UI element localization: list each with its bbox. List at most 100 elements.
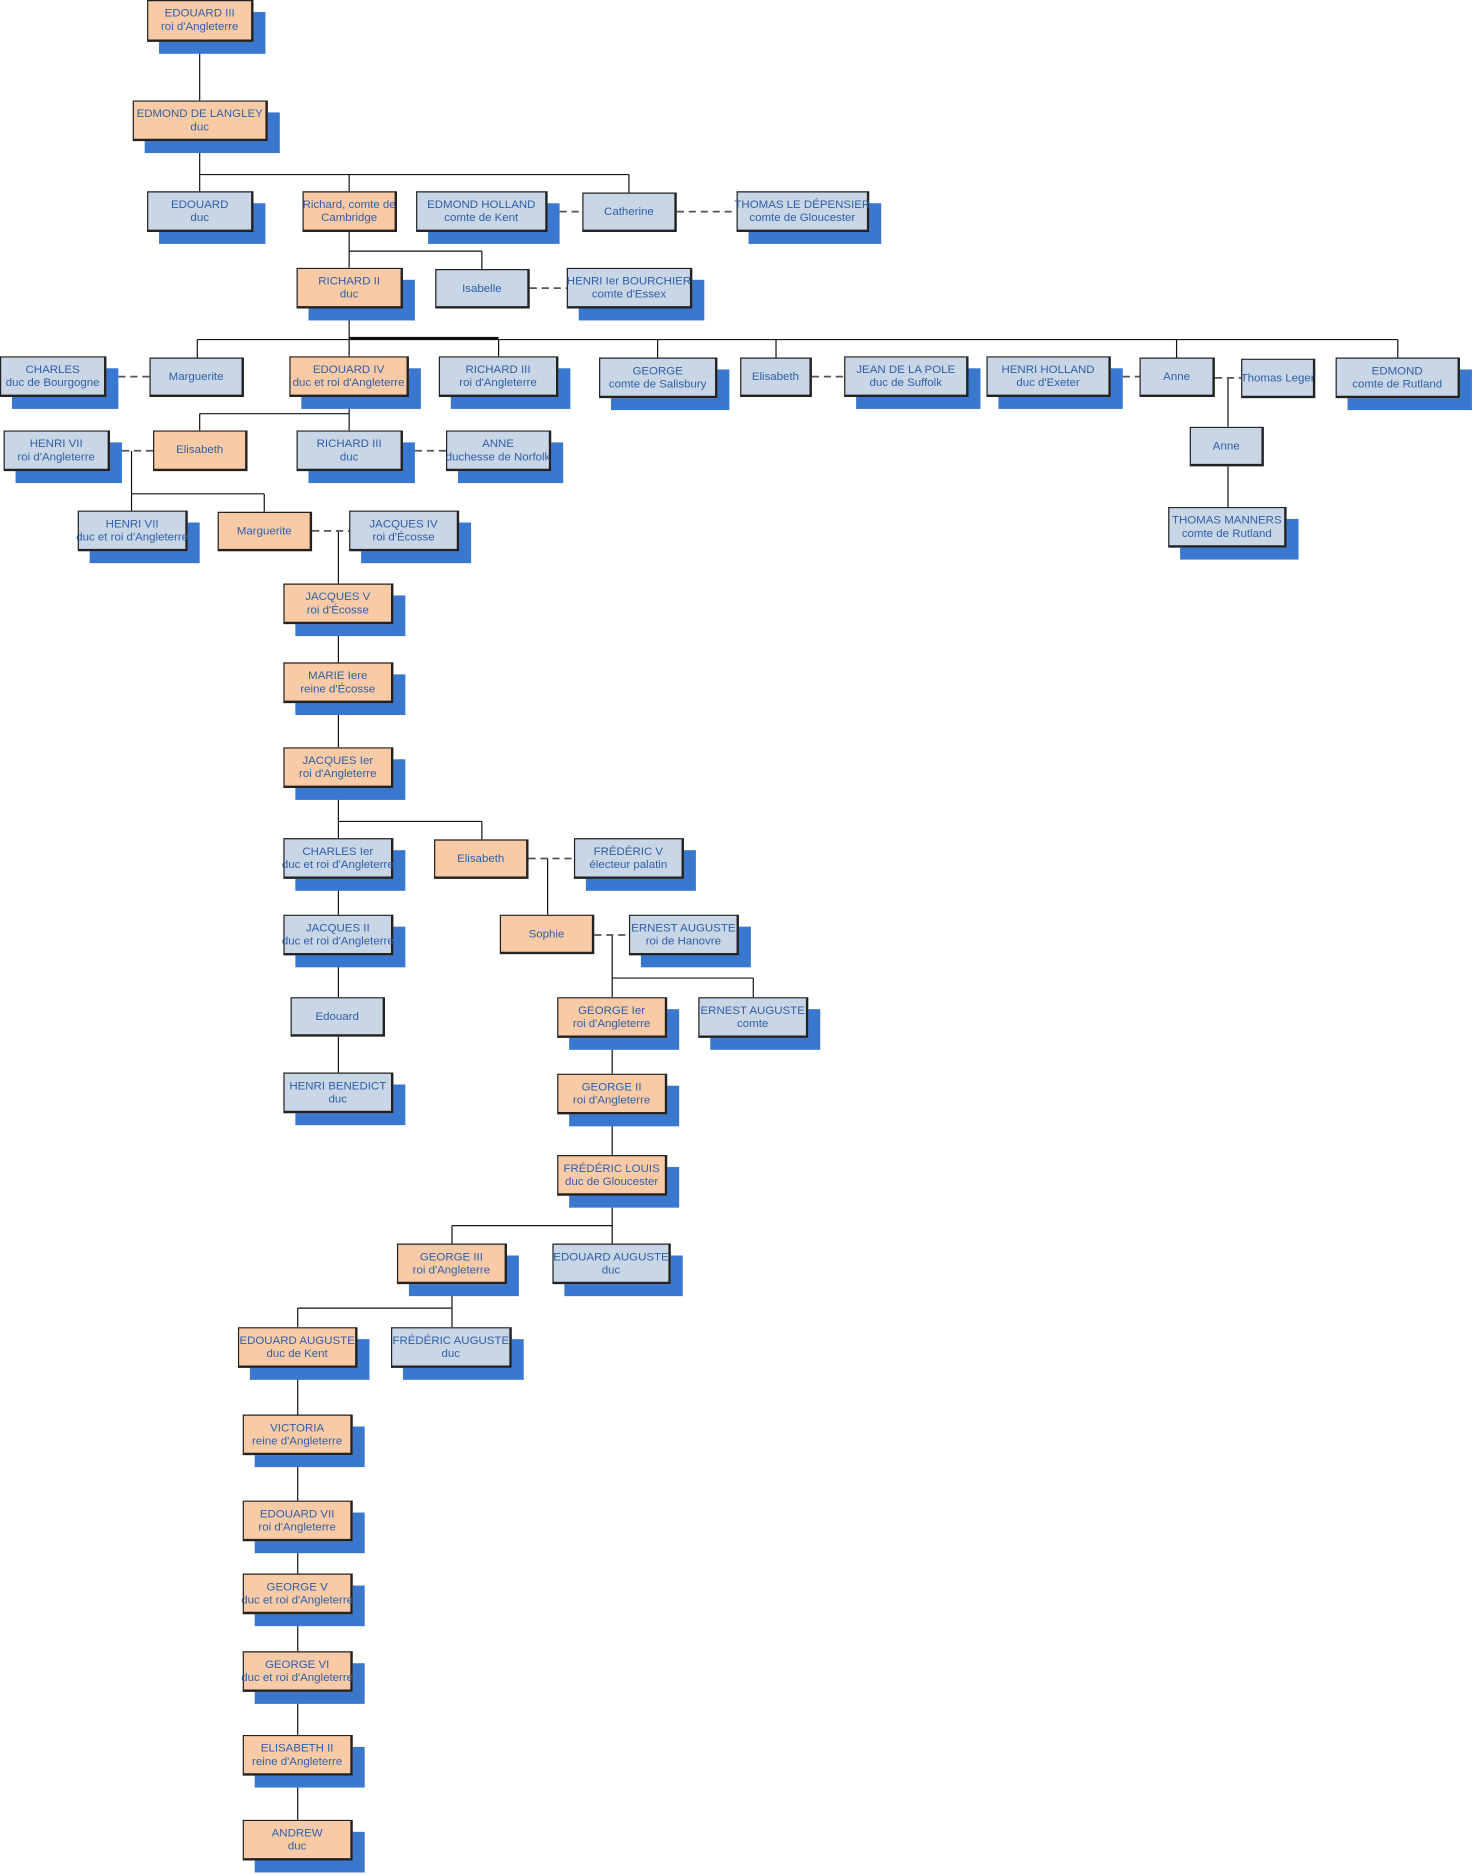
person-box[interactable]: RICHARD II duc bbox=[296, 267, 403, 309]
person-box[interactable]: Edouard bbox=[290, 997, 386, 1037]
person-box[interactable]: HENRI VII roi d'Angleterre bbox=[3, 430, 111, 472]
person-name: Catherine bbox=[604, 205, 654, 219]
person-box[interactable]: Anne bbox=[1139, 357, 1215, 397]
person-name: Sophie bbox=[528, 927, 565, 941]
person-box[interactable]: ERNEST AUGUSTE roi de Hanovre bbox=[628, 914, 739, 956]
person-box[interactable]: THOMAS MANNERS comte de Rutland bbox=[1168, 506, 1287, 548]
person-title: duc de Bourgogne bbox=[5, 376, 100, 390]
person-title: duc et roi d'Angleterre bbox=[241, 1670, 354, 1685]
person-title: roi d'Écosse bbox=[372, 530, 435, 544]
person-name: JACQUES IV bbox=[369, 517, 438, 531]
person-box[interactable]: GEORGE Ier roi d'Angleterre bbox=[557, 997, 668, 1038]
person-box[interactable]: EDOUARD AUGUSTE duc bbox=[552, 1243, 671, 1285]
person-title: duchesse de Norfolk bbox=[445, 450, 551, 464]
person-name: CHARLES Ier bbox=[302, 844, 374, 858]
person-box[interactable]: JACQUES II duc et roi d'Angleterre bbox=[282, 914, 394, 956]
person-box[interactable]: VICTORIA reine d'Angleterre bbox=[242, 1414, 353, 1456]
person-title: duc bbox=[339, 287, 359, 301]
person-box[interactable]: Richard, comte de Cambridge bbox=[302, 191, 397, 232]
person-name: HENRI HOLLAND bbox=[1001, 362, 1095, 377]
person-box[interactable]: CHARLES Ier duc et roi d'Angleterre bbox=[281, 838, 394, 879]
person-box[interactable]: EDMOND HOLLAND comte de Kent bbox=[416, 191, 548, 232]
person-box[interactable]: EDMOND DE LANGLEY duc bbox=[132, 100, 268, 142]
person-box[interactable]: ANDREW duc bbox=[242, 1819, 353, 1861]
person-title: comte de Kent bbox=[444, 211, 519, 225]
person-title: duc bbox=[328, 1092, 348, 1106]
person-title: comte de Rutland bbox=[1181, 526, 1272, 540]
person-name: RICHARD III bbox=[316, 437, 382, 451]
person-title: roi d'Angleterre bbox=[299, 767, 377, 781]
person-name: Edouard bbox=[315, 1009, 359, 1023]
person-name: EDMOND HOLLAND bbox=[427, 197, 536, 212]
person-box[interactable]: RICHARD III roi d'Angleterre bbox=[438, 356, 559, 397]
person-box[interactable]: JEAN DE LA POLE duc de Suffolk bbox=[844, 356, 969, 397]
person-box[interactable]: EDOUARD AUGUSTE duc de Kent bbox=[237, 1327, 358, 1368]
person-box[interactable]: RICHARD III duc bbox=[296, 430, 403, 472]
person-name: Anne bbox=[1163, 370, 1190, 384]
person-name: THOMAS LE DÉPENSIER bbox=[734, 197, 871, 212]
person-box[interactable]: Marguerite bbox=[149, 357, 244, 397]
person-box[interactable]: JACQUES Ier roi d'Angleterre bbox=[283, 747, 394, 788]
person-title: duc et roi d'Angleterre bbox=[281, 857, 394, 872]
person-box[interactable]: Elisabeth bbox=[434, 839, 529, 879]
person-title: comte d'Essex bbox=[591, 287, 667, 301]
person-box[interactable]: Catherine bbox=[582, 192, 677, 232]
person-box[interactable]: EDOUARD VII roi d'Angleterre bbox=[242, 1500, 353, 1542]
person-box[interactable]: EDMOND comte de Rutland bbox=[1335, 357, 1460, 399]
person-box[interactable]: EDOUARD IV duc et roi d'Angleterre bbox=[289, 356, 409, 397]
person-box[interactable]: THOMAS LE DÉPENSIER comte de Gloucester bbox=[734, 191, 871, 232]
person-name: RICHARD II bbox=[318, 274, 381, 288]
person-box[interactable]: FRÉDÉRIC AUGUSTE duc bbox=[390, 1327, 512, 1368]
person-box[interactable]: GEORGE III roi d'Angleterre bbox=[396, 1243, 507, 1285]
person-name: GEORGE III bbox=[419, 1250, 483, 1264]
person-box[interactable]: Thomas Leger bbox=[1241, 358, 1316, 399]
person-name: Isabelle bbox=[462, 281, 502, 295]
person-name: EDOUARD III bbox=[164, 7, 235, 21]
person-name: HENRI Ier BOURCHIER bbox=[566, 274, 692, 288]
person-name: GEORGE V bbox=[266, 1580, 328, 1594]
person-title: duc de Suffolk bbox=[869, 376, 942, 390]
person-box[interactable]: EDOUARD duc bbox=[147, 191, 254, 232]
person-box[interactable]: GEORGE comte de Salisbury bbox=[599, 357, 718, 399]
person-box[interactable]: HENRI HOLLAND duc d'Exeter bbox=[986, 356, 1111, 397]
person-box[interactable]: HENRI BENEDICT duc bbox=[283, 1072, 394, 1114]
person-title: roi de Hanovre bbox=[645, 934, 721, 948]
person-name: ERNEST AUGUSTE bbox=[700, 1003, 805, 1017]
person-box[interactable]: Elisabeth bbox=[153, 430, 248, 472]
person-name: GEORGE VI bbox=[264, 1657, 330, 1671]
person-title: comte bbox=[737, 1016, 769, 1031]
person-box[interactable]: GEORGE II roi d'Angleterre bbox=[557, 1073, 668, 1115]
person-box[interactable]: Marguerite bbox=[217, 511, 313, 552]
person-title: comte de Salisbury bbox=[608, 377, 707, 391]
person-box[interactable]: Anne bbox=[1189, 426, 1264, 467]
person-box[interactable]: MARIE Iere reine d'Écosse bbox=[283, 662, 394, 704]
person-name: Richard, comte de bbox=[302, 197, 396, 212]
person-name: Elisabeth bbox=[751, 370, 800, 384]
person-box[interactable]: JACQUES IV roi d'Écosse bbox=[349, 510, 460, 552]
person-name: FRÉDÉRIC LOUIS bbox=[563, 1161, 660, 1175]
person-box[interactable]: HENRI VII duc et roi d'Angleterre bbox=[76, 510, 188, 552]
person-title: comte de Gloucester bbox=[749, 211, 856, 225]
person-box[interactable]: Sophie bbox=[499, 914, 595, 955]
person-box[interactable]: ERNEST AUGUSTE comte bbox=[698, 997, 809, 1038]
person-title: roi d'Angleterre bbox=[160, 20, 239, 34]
person-box[interactable]: CHARLES duc de Bourgogne bbox=[0, 356, 107, 397]
person-box[interactable]: ANNE duchesse de Norfolk bbox=[445, 430, 552, 472]
person-box[interactable]: Elisabeth bbox=[740, 357, 812, 397]
person-box[interactable]: Isabelle bbox=[435, 269, 530, 309]
person-box[interactable]: EDOUARD III roi d'Angleterre bbox=[147, 0, 254, 42]
person-box[interactable]: HENRI Ier BOURCHIER comte d'Essex bbox=[566, 267, 693, 309]
person-box[interactable]: FRÉDÉRIC LOUIS duc de Gloucester bbox=[557, 1155, 668, 1196]
person-box[interactable]: GEORGE VI duc et roi d'Angleterre bbox=[241, 1651, 354, 1692]
person-title: reine d'Angleterre bbox=[252, 1754, 343, 1768]
person-title: duc bbox=[287, 1839, 307, 1853]
person-box[interactable]: ELISABETH II reine d'Angleterre bbox=[242, 1734, 353, 1776]
person-title: duc et roi d'Angleterre bbox=[292, 376, 405, 390]
person-title: roi d'Angleterre bbox=[459, 376, 537, 390]
person-name: EDOUARD bbox=[170, 197, 229, 212]
person-name: GEORGE Ier bbox=[578, 1003, 646, 1017]
